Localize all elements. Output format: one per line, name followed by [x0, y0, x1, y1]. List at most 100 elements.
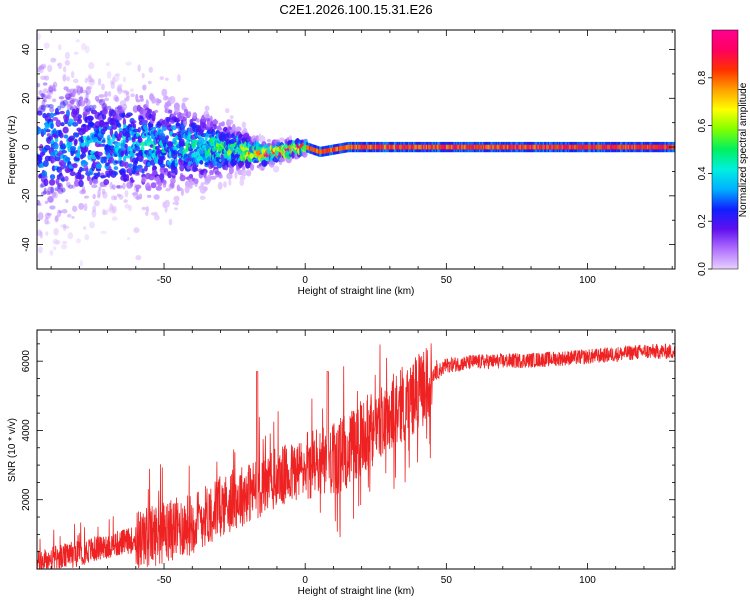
spectrogram-cell [71, 98, 79, 102]
spectrogram-cell [109, 203, 114, 211]
spectrogram-cell [217, 181, 223, 190]
spectrogram-cell [62, 74, 67, 82]
snr-y-ticks: 2000 4000 6000 [21, 343, 675, 570]
spectrogram-cell [38, 65, 42, 70]
spectrogram-cell [46, 133, 52, 137]
spectrogram-cell [120, 107, 126, 114]
spectrogram-cell [498, 144, 501, 150]
spectrogram-cell [119, 100, 127, 107]
spectrogram-cell [565, 144, 568, 150]
spectrogram-cell [186, 164, 191, 170]
spectrogram-cell [592, 144, 595, 150]
spectrogram-cell [55, 178, 60, 184]
spectrogram-cell [156, 122, 162, 127]
spectrogram-x-tick-label: 100 [579, 275, 596, 286]
spectrogram-cell [90, 122, 96, 127]
spectrogram-cell [53, 88, 57, 92]
spectrogram-cell [313, 147, 316, 153]
spectrogram-cell [334, 147, 337, 152]
spectrogram-cell [120, 142, 127, 151]
spectrogram-cell [103, 179, 110, 186]
spectrogram-cell [61, 187, 66, 193]
spectrogram-cell [144, 165, 148, 172]
spectrogram-cell [64, 51, 70, 60]
spectrogram-cell [46, 221, 51, 225]
spectrogram-cell [418, 144, 420, 150]
spectrogram-cell [117, 108, 125, 114]
spectrogram-cell [482, 144, 485, 150]
spectrogram-cell [37, 83, 41, 88]
spectrogram-cell [405, 144, 408, 150]
spectrogram-cell [496, 144, 499, 150]
spectrogram-cell [62, 126, 69, 134]
spectrogram-x-tick-label: 0 [302, 275, 308, 286]
spectrogram-cell [159, 76, 164, 81]
spectrogram-cell [156, 99, 162, 104]
spectrogram-y-tick-label: 20 [21, 92, 32, 104]
spectrogram-cell [41, 170, 48, 178]
spectrogram-cell [132, 169, 136, 175]
spectrogram-cell [499, 144, 502, 150]
spectrogram-cell [486, 144, 489, 150]
spectrogram-cell [194, 178, 199, 185]
spectrogram-cell [109, 181, 113, 190]
spectrogram-cell [484, 144, 487, 150]
spectrogram-cell [165, 188, 171, 192]
spectrogram-cell [101, 113, 107, 120]
spectrogram-cell [69, 92, 76, 98]
spectrogram-cell [550, 144, 553, 150]
spectrogram-cell [479, 144, 481, 150]
spectrogram-cell [311, 146, 314, 152]
spectrogram-cell [60, 177, 66, 182]
spectrogram-cell [40, 93, 46, 98]
spectrogram-cell [40, 104, 46, 111]
spectrogram-cell [457, 144, 460, 150]
spectrogram-cell [125, 61, 132, 66]
spectrogram-y-ticks: -40 -20 0 20 40 [21, 44, 675, 270]
spectrogram-cell [428, 144, 431, 150]
spectrogram-cell [561, 144, 564, 150]
spectrogram-cell [155, 185, 162, 191]
spectrogram-cell [174, 207, 178, 211]
figure-title: C2E1.2026.100.15.31.E26 [279, 2, 432, 17]
spectrogram-cell [106, 71, 112, 79]
spectrogram-cell [96, 99, 103, 103]
spectrogram-cell [462, 144, 465, 150]
spectrogram-cell [359, 144, 362, 150]
spectrogram-cell [93, 175, 99, 180]
spectrogram-cell [324, 148, 326, 154]
spectrogram-cell [615, 144, 617, 150]
spectrogram-cell [625, 144, 628, 150]
spectrogram-cell [221, 121, 225, 127]
spectrogram-cell [83, 203, 88, 212]
spectrogram-cell [402, 144, 405, 150]
spectrogram-cell [56, 105, 62, 111]
spectrogram-cell [59, 101, 66, 109]
spectrogram-cell [55, 111, 61, 115]
spectrogram-cell [352, 144, 354, 150]
spectrogram-cell [618, 144, 621, 150]
spectrogram-cell [37, 229, 42, 236]
spectrogram-cell [153, 194, 160, 200]
spectrogram-cell [53, 227, 59, 236]
spectrogram-cell [73, 51, 79, 55]
spectrogram-cell [362, 144, 365, 150]
spectrogram-cell [101, 139, 106, 143]
colorbar: 0.0 0.2 0.4 0.6 0.8 Normalized spectral ampl… [697, 29, 749, 276]
spectrogram-cell [476, 144, 479, 150]
spectrogram-cell [179, 174, 186, 182]
spectrogram-cell [57, 182, 64, 190]
spectrogram-cell [101, 188, 106, 195]
spectrogram-cell [37, 246, 43, 254]
spectrogram-cell [144, 211, 149, 216]
spectrogram-cell [584, 144, 587, 150]
spectrogram-cell [135, 255, 142, 261]
spectrogram-cell [79, 100, 86, 107]
spectrogram-cell [524, 144, 527, 150]
spectrogram-cell [65, 92, 71, 101]
spectrogram-cell [47, 195, 55, 203]
spectrogram-cell [338, 146, 340, 151]
spectrogram-cell [228, 178, 232, 186]
spectrogram-cell [507, 144, 509, 150]
spectrogram-cell [312, 147, 315, 152]
